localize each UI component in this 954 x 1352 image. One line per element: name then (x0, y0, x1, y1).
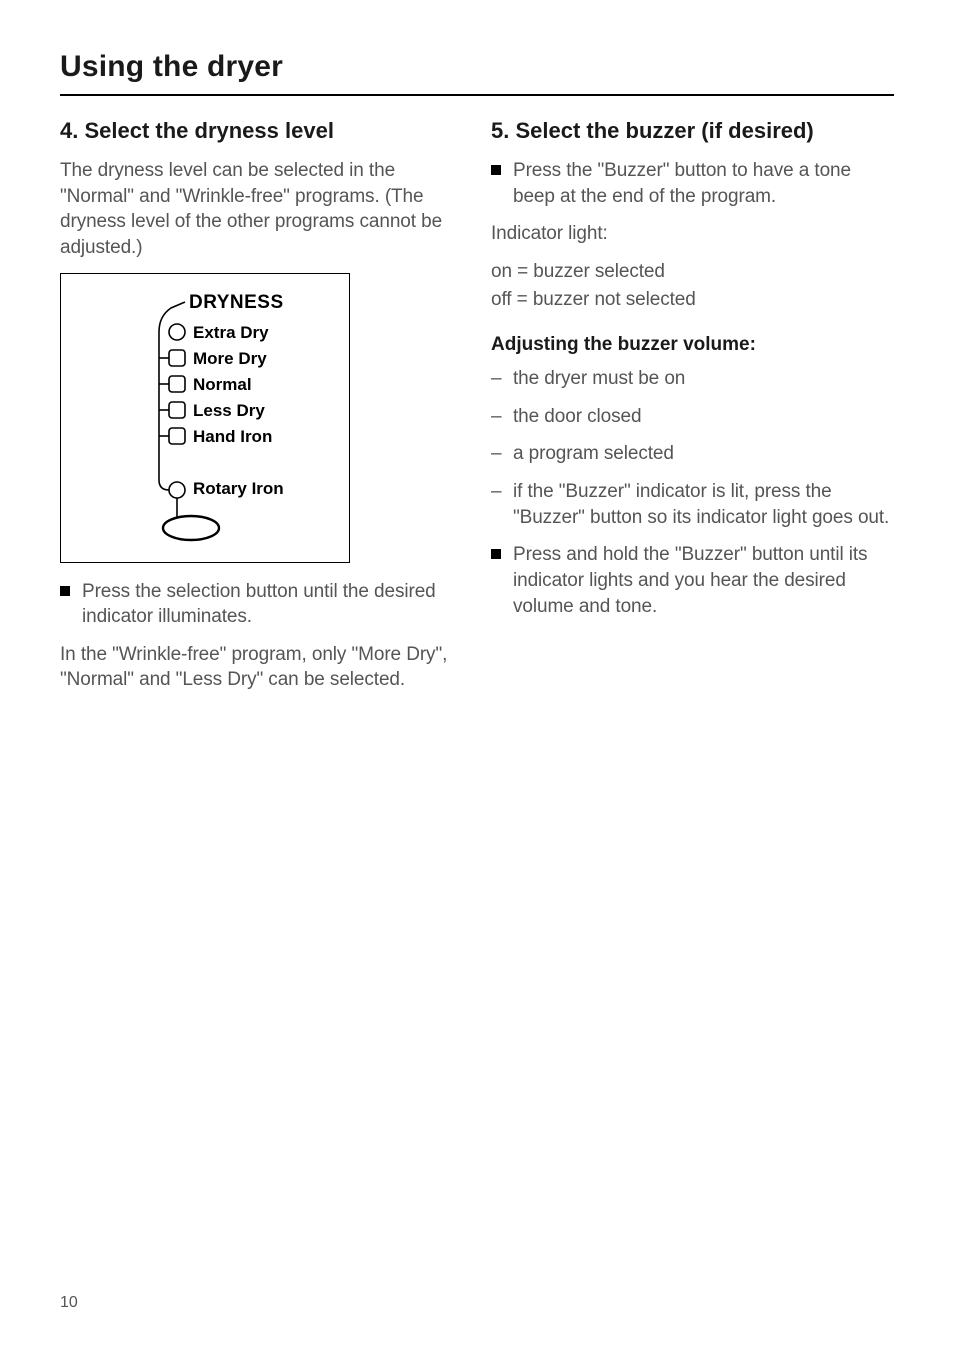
indicator-off: off = buzzer not selected (491, 287, 894, 313)
dryness-diagram: DRYNESS (60, 273, 350, 563)
right-heading: 5. Select the buzzer (if desired) (491, 118, 894, 144)
opt-5: Rotary Iron (193, 479, 284, 498)
left-intro: The dryness level can be selected in the… (60, 158, 463, 261)
columns: 4. Select the dryness level The dryness … (60, 118, 894, 1294)
opt-3: Less Dry (193, 401, 265, 420)
opt-2: Normal (193, 375, 252, 394)
select-button-icon (163, 516, 219, 540)
dash-1: the door closed (513, 404, 894, 430)
opt-1: More Dry (193, 349, 267, 368)
indicator-on: on = buzzer selected (491, 259, 894, 285)
page-title: Using the dryer (60, 50, 894, 84)
page: Using the dryer 4. Select the dryness le… (0, 0, 954, 1352)
right-column: 5. Select the buzzer (if desired) Press … (491, 118, 894, 1294)
page-number: 10 (60, 1294, 894, 1312)
dash-2: a program selected (513, 441, 894, 467)
left-bullet-list: Press the selection button until the des… (60, 579, 463, 630)
dash-3: if the "Buzzer" indicator is lit, press … (513, 479, 894, 530)
right-bullet-list-2: Press and hold the "Buzzer" button until… (491, 542, 894, 619)
right-bullet-1: Press the "Buzzer" button to have a tone… (513, 158, 894, 209)
left-column: 4. Select the dryness level The dryness … (60, 118, 463, 1294)
opt-0: Extra Dry (193, 323, 269, 342)
dash-list: the dryer must be on the door closed a p… (491, 366, 894, 530)
sub-heading: Adjusting the buzzer volume: (491, 334, 894, 356)
indicator-label: Indicator light: (491, 221, 894, 247)
right-bullet-2: Press and hold the "Buzzer" button until… (513, 542, 894, 619)
dryness-title: DRYNESS (189, 292, 284, 313)
left-bullet: Press the selection button until the des… (82, 579, 463, 630)
left-heading: 4. Select the dryness level (60, 118, 463, 144)
left-note: In the "Wrinkle-free" program, only "Mor… (60, 642, 463, 693)
dash-0: the dryer must be on (513, 366, 894, 392)
horizontal-rule (60, 94, 894, 96)
dryness-svg: DRYNESS (61, 288, 351, 548)
opt-4: Hand Iron (193, 427, 272, 446)
right-bullet-list-1: Press the "Buzzer" button to have a tone… (491, 158, 894, 209)
